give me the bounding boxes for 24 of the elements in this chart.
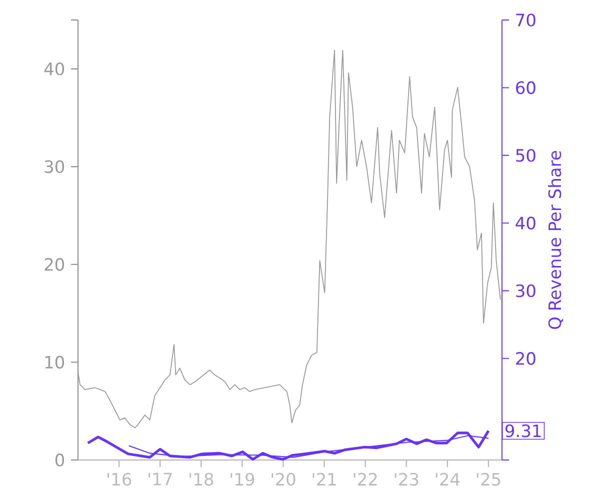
data-label: 9.31 (505, 424, 541, 438)
x-tick-label: '20 (272, 472, 296, 486)
x-tick-label: '25 (476, 472, 500, 486)
x-tick-label: '21 (312, 472, 336, 486)
y2-axis-title: Q Revenue Per Share (548, 150, 564, 329)
y2-tick-label: 20 (516, 352, 536, 365)
y2-tick-label: 30 (516, 284, 536, 298)
line-series (86, 430, 490, 461)
y-tick-label: 20 (44, 258, 64, 271)
x-tick-label: '22 (354, 472, 377, 486)
y2-tick-label: 70 (516, 14, 536, 26)
y2-tick-label: 60 (516, 81, 536, 94)
x-tick-label: '16 (108, 472, 132, 486)
y-tick-label: 30 (44, 160, 64, 174)
x-tick-label: '18 (190, 472, 214, 486)
x-tick-label: '17 (148, 472, 172, 486)
x-tick-label: '23 (394, 472, 418, 486)
y-tick-label: 10 (45, 356, 64, 369)
y-tick-label: 40 (44, 62, 64, 76)
x-tick-label: '24 (436, 472, 460, 486)
x-tick-label: '19 (230, 472, 254, 486)
y-tick-label: 0 (55, 454, 64, 466)
y2-tick-label: 50 (516, 148, 536, 162)
y2-tick-label: 40 (516, 216, 536, 230)
